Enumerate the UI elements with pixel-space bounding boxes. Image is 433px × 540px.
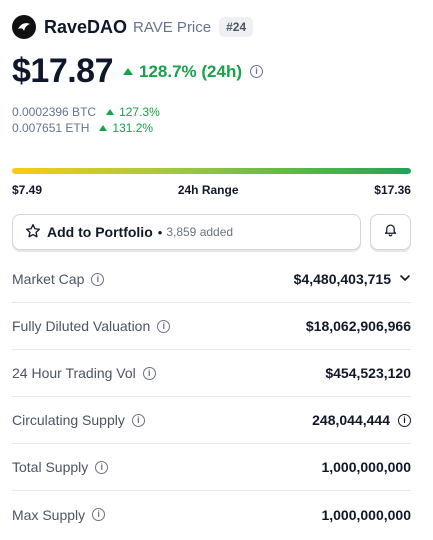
stat-label-text: Market Cap bbox=[12, 271, 85, 287]
stat-value: 1,000,000,000 bbox=[321, 506, 411, 523]
stat-row-trading-vol: 24 Hour Trading Vol i $454,523,120 bbox=[12, 350, 411, 397]
stat-label-text: 24 Hour Trading Vol bbox=[12, 365, 136, 381]
range-bar bbox=[12, 168, 411, 174]
stat-value: $454,523,120 bbox=[325, 365, 411, 381]
info-icon[interactable]: i bbox=[95, 460, 109, 474]
price-change-24h: 128.7% (24h) bbox=[123, 62, 242, 82]
add-to-portfolio-button[interactable]: Add to Portfolio • 3,859 added bbox=[12, 214, 361, 250]
price-change-value: 128.7% (24h) bbox=[139, 61, 242, 81]
info-icon[interactable]: i bbox=[157, 319, 171, 333]
portfolio-separator: • bbox=[157, 224, 163, 240]
caret-up-icon bbox=[106, 109, 115, 115]
stat-row-max-supply: Max Supply i 1,000,000,000 bbox=[12, 491, 411, 538]
price-row: $17.87 128.7% (24h) i bbox=[12, 52, 263, 91]
btc-change: 127.3% bbox=[106, 105, 160, 119]
stat-value-text: $4,480,403,715 bbox=[293, 271, 391, 287]
eth-change-value: 131.2% bbox=[112, 121, 154, 135]
portfolio-label: Add to Portfolio bbox=[47, 224, 153, 240]
star-outline-icon bbox=[25, 223, 41, 242]
stat-label: 24 Hour Trading Vol i bbox=[12, 365, 156, 381]
stat-row-market-cap: Market Cap i $4,480,403,715 bbox=[12, 256, 411, 303]
chevron-down-icon[interactable] bbox=[399, 271, 411, 287]
stat-value: $18,062,906,966 bbox=[305, 318, 411, 334]
coin-name: RaveDAO bbox=[44, 16, 128, 37]
info-icon[interactable]: i bbox=[92, 508, 106, 521]
btc-conversion: 0.0002396 BTC 127.3% bbox=[12, 105, 160, 119]
current-price: $17.87 bbox=[12, 52, 114, 90]
stats-table: Market Cap i $4,480,403,715 Fully Dilute… bbox=[12, 256, 411, 538]
btc-value: 0.0002396 BTC bbox=[12, 105, 97, 119]
coin-header: RaveDAO RAVE Price #24 bbox=[12, 14, 254, 40]
stat-label-text: Circulating Supply bbox=[12, 412, 125, 428]
stat-label: Market Cap i bbox=[12, 271, 105, 287]
info-icon[interactable]: i bbox=[131, 413, 145, 427]
stat-value[interactable]: $4,480,403,715 bbox=[294, 271, 411, 287]
stat-label-text: Total Supply bbox=[12, 459, 89, 475]
info-icon[interactable]: i bbox=[91, 272, 105, 286]
range-low: $7.49 bbox=[12, 183, 43, 197]
stat-row-circulating-supply: Circulating Supply i 248,044,444 i bbox=[12, 397, 411, 444]
stat-row-fdv: Fully Diluted Valuation i $18,062,906,96… bbox=[12, 303, 411, 350]
stat-label-text: Fully Diluted Valuation bbox=[12, 318, 151, 334]
stat-label: Total Supply i bbox=[12, 459, 109, 475]
range-high: $17.36 bbox=[374, 183, 411, 197]
coin-price-label: RAVE Price bbox=[133, 18, 212, 36]
stat-label: Max Supply i bbox=[12, 506, 106, 523]
eth-change: 131.2% bbox=[99, 121, 153, 135]
stat-label-text: Max Supply bbox=[12, 506, 86, 523]
stat-value: 248,044,444 i bbox=[312, 412, 411, 428]
portfolio-added-count: 3,859 added bbox=[166, 225, 234, 239]
stat-value: 1,000,000,000 bbox=[321, 459, 411, 475]
ravedao-logo-icon bbox=[12, 15, 36, 39]
price-alert-button[interactable] bbox=[370, 214, 411, 250]
info-icon[interactable]: i bbox=[398, 413, 411, 427]
stat-row-total-supply: Total Supply i 1,000,000,000 bbox=[12, 444, 411, 491]
eth-conversion: 0.007651 ETH 131.2% bbox=[12, 121, 153, 135]
eth-value: 0.007651 ETH bbox=[12, 121, 90, 135]
info-icon[interactable]: i bbox=[142, 366, 156, 380]
caret-up-icon bbox=[123, 68, 133, 75]
range-label: 24h Range bbox=[177, 183, 239, 197]
stat-label: Circulating Supply i bbox=[12, 412, 145, 428]
stat-value-text: 248,044,444 bbox=[312, 412, 390, 428]
stat-label: Fully Diluted Valuation i bbox=[12, 318, 171, 334]
rank-badge: #24 bbox=[219, 17, 254, 37]
range-labels: $7.49 24h Range $17.36 bbox=[12, 183, 411, 197]
bell-icon bbox=[383, 222, 398, 242]
caret-up-icon bbox=[99, 125, 108, 131]
btc-change-value: 127.3% bbox=[119, 105, 160, 119]
info-icon[interactable]: i bbox=[250, 65, 263, 78]
